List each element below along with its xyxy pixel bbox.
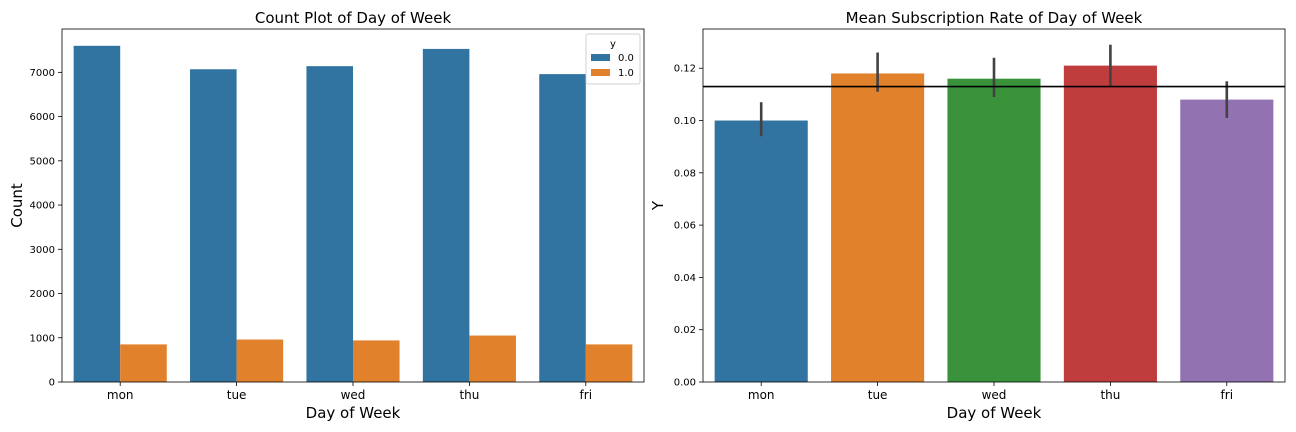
chart-title: Count Plot of Day of Week [255,9,452,27]
x-tick-label-fri: fri [580,388,593,402]
y-tick-label: 0.06 [674,221,696,232]
y-tick-label: 1000 [30,333,55,344]
chart-title: Mean Subscription Rate of Day of Week [846,9,1143,27]
y-tick-label: 4000 [30,201,55,212]
bar-tue-1.0 [236,339,284,382]
x-tick-label-thu: thu [459,388,479,402]
x-tick-label-fri: fri [1221,388,1234,402]
y-tick-label: 2000 [30,289,55,300]
legend-label-1.0: 1.0 [618,68,634,79]
y-tick-label: 0.02 [674,325,696,336]
bar-thu-1.0 [469,335,516,382]
bar-thu [1063,65,1157,382]
bar-tue-0.0 [190,69,237,382]
plot-frame [702,28,1286,383]
bar-wed-1.0 [353,340,400,382]
x-tick-label-mon: mon [748,388,775,402]
y-tick-label: 0.00 [674,378,696,389]
bar-mon-0.0 [73,45,121,383]
legend-swatch-1.0 [591,69,610,76]
y-tick-label: 3000 [30,245,55,256]
legend-label-0.0: 0.0 [618,53,634,64]
y-tick-label: 0.08 [674,168,696,179]
legend-swatch-0.0 [591,54,610,61]
x-tick-label-thu: thu [1100,388,1120,402]
y-tick-label: 6000 [30,112,55,123]
x-axis-label: Day of Week [947,404,1042,422]
bar-fri-0.0 [539,74,586,382]
x-tick-label-tue: tue [227,388,247,402]
bar-wed-0.0 [306,66,353,382]
x-tick-label-tue: tue [868,388,888,402]
bar-mon [714,120,808,382]
x-tick-label-wed: wed [341,388,366,402]
bar-tue [831,73,925,383]
x-axis-label: Day of Week [306,404,401,422]
bar-mon-1.0 [120,344,167,382]
y-tick-label: 0.10 [674,116,696,127]
legend-title: y [610,39,616,50]
bar-wed [947,78,1041,382]
y-axis-label: Y [649,200,667,211]
plot-frame [61,28,645,383]
bar-thu-0.0 [422,48,470,383]
y-tick-label: 7000 [30,68,55,79]
y-tick-label: 0.12 [674,64,696,75]
y-axis-label: Count [8,183,26,228]
y-tick-label: 5000 [30,156,55,167]
x-tick-label-wed: wed [982,388,1007,402]
bar-fri [1180,99,1274,382]
y-tick-label: 0.04 [674,273,696,284]
y-tick-label: 0 [49,378,55,389]
bar-fri-1.0 [585,344,633,382]
x-tick-label-mon: mon [107,388,134,402]
